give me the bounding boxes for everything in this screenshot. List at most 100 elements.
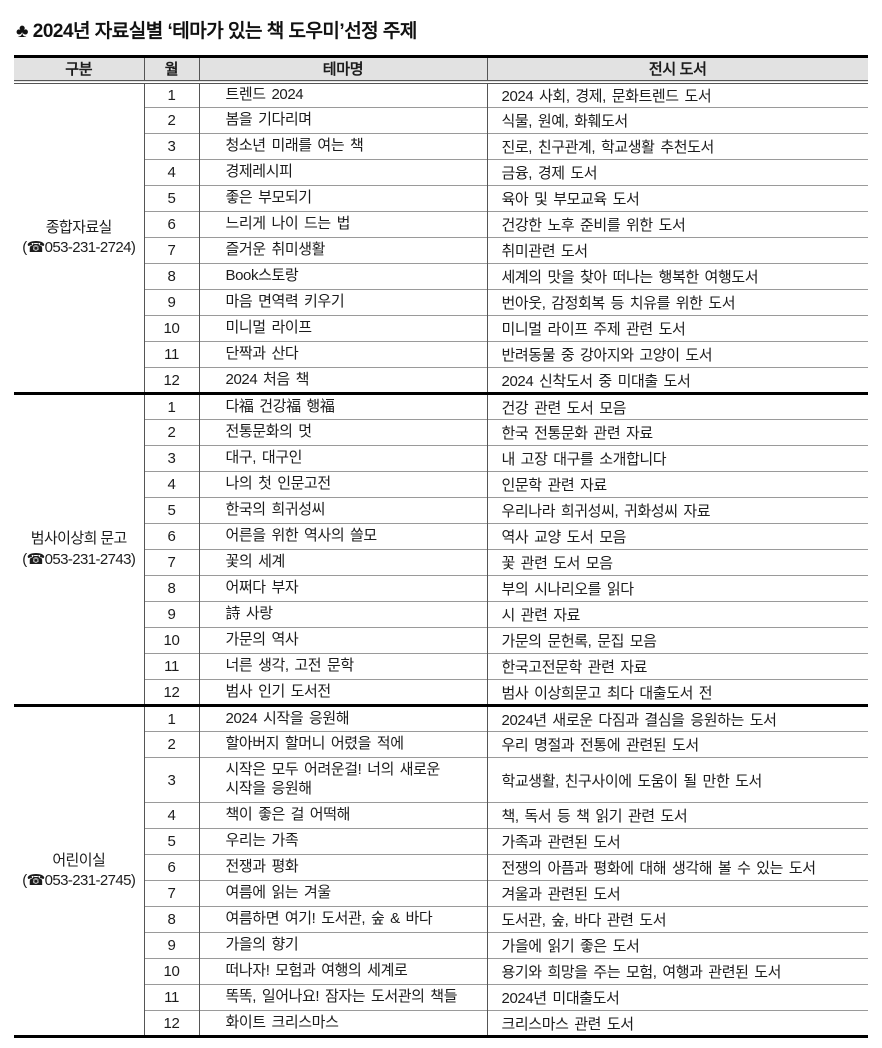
month-cell: 8 — [143, 575, 199, 602]
theme-cell: 트렌드 2024 — [198, 81, 487, 108]
books-cell: 학교생활, 친구사이에 도움이 될 만한 도서 — [486, 757, 868, 803]
theme-cell: 떠나자! 모험과 여행의 세계로 — [198, 958, 487, 985]
column-header-theme: 테마명 — [198, 56, 487, 84]
month-cell: 1 — [143, 392, 199, 420]
theme-cell: 나의 첫 인문고전 — [198, 471, 487, 498]
books-cell: 도서관, 숲, 바다 관련 도서 — [486, 906, 868, 933]
books-cell: 우리나라 희귀성씨, 귀화성씨 자료 — [486, 497, 868, 524]
month-cell: 1 — [143, 704, 199, 732]
table-row: 8 Book스토랑 세계의 맛을 찾아 떠나는 행복한 여행도서 — [14, 263, 868, 290]
table-row: 2 봄을 기다리며 식물, 원예, 화훼도서 — [14, 107, 868, 134]
theme-cell: 시작은 모두 어려운걸! 너의 새로운 시작을 응원해 — [198, 757, 487, 803]
table-row: 6 어른을 위한 역사의 쓸모 역사 교양 도서 모음 — [14, 523, 868, 550]
month-cell: 11 — [143, 653, 199, 680]
books-cell: 취미관련 도서 — [486, 237, 868, 264]
month-cell: 5 — [143, 828, 199, 855]
theme-cell: 너른 생각, 고전 문학 — [198, 653, 487, 680]
month-cell: 2 — [143, 419, 199, 446]
books-cell: 용기와 희망을 주는 모험, 여행과 관련된 도서 — [486, 958, 868, 985]
theme-cell: 詩 사랑 — [198, 601, 487, 628]
theme-cell: 2024 시작을 응원해 — [198, 704, 487, 732]
month-cell: 9 — [143, 601, 199, 628]
table-row: 12 범사 인기 도서전 범사 이상희문고 최다 대출도서 전 — [14, 679, 868, 706]
books-cell: 육아 및 부모교육 도서 — [486, 185, 868, 212]
room-phone: (☎053-231-2745) — [22, 872, 136, 889]
books-cell: 가문의 문헌록, 문집 모음 — [486, 627, 868, 654]
month-cell: 12 — [143, 679, 199, 706]
room-phone: (☎053-231-2724) — [22, 238, 136, 256]
month-cell: 3 — [143, 133, 199, 160]
books-cell: 진로, 친구관계, 학교생활 추천도서 — [486, 133, 868, 160]
books-cell: 가족과 관련된 도서 — [486, 828, 868, 855]
theme-cell: 책이 좋은 걸 어떡해 — [198, 802, 487, 829]
theme-cell: 여름에 읽는 겨울 — [198, 880, 487, 907]
theme-cell: 한국의 희귀성씨 — [198, 497, 487, 524]
month-cell: 2 — [143, 731, 199, 758]
books-cell: 금융, 경제 도서 — [486, 159, 868, 186]
theme-cell: 우리는 가족 — [198, 828, 487, 855]
room-cell: 어린이실 (☎053-231-2745) — [14, 704, 144, 1037]
month-cell: 10 — [143, 958, 199, 985]
theme-cell: 범사 인기 도서전 — [198, 679, 487, 706]
table-row: 6 전쟁과 평화 전쟁의 아픔과 평화에 대해 생각해 볼 수 있는 도서 — [14, 854, 868, 881]
table-row: 11 너른 생각, 고전 문학 한국고전문학 관련 자료 — [14, 653, 868, 680]
theme-cell: 할아버지 할머니 어렸을 적에 — [198, 731, 487, 758]
books-cell: 시 관련 자료 — [486, 601, 868, 628]
books-cell: 꽃 관련 도서 모음 — [486, 549, 868, 576]
theme-cell: 대구, 대구인 — [198, 445, 487, 472]
table-row: 11 똑똑, 일어나요! 잠자는 도서관의 책들 2024년 미대출도서 — [14, 984, 868, 1011]
theme-cell: 마음 면역력 키우기 — [198, 289, 487, 316]
theme-cell: Book스토랑 — [198, 263, 487, 290]
table-row: 11 단짝과 산다 반려동물 중 강아지와 고양이 도서 — [14, 341, 868, 368]
table-row: 4 경제레시피 금융, 경제 도서 — [14, 159, 868, 186]
month-cell: 4 — [143, 802, 199, 829]
table-row: 3 시작은 모두 어려운걸! 너의 새로운 시작을 응원해 학교생활, 친구사이에 … — [14, 757, 868, 803]
books-cell: 식물, 원예, 화훼도서 — [486, 107, 868, 134]
table-row: 어린이실 (☎053-231-2745) 1 2024 시작을 응원해 2024년 새로… — [14, 704, 868, 1037]
books-cell: 전쟁의 아픔과 평화에 대해 생각해 볼 수 있는 도서 — [486, 854, 868, 881]
month-cell: 8 — [143, 906, 199, 933]
table-row: 5 우리는 가족 가족과 관련된 도서 — [14, 828, 868, 855]
month-cell: 5 — [143, 185, 199, 212]
table-row: 4 책이 좋은 걸 어떡해 책, 독서 등 책 읽기 관련 도서 — [14, 802, 868, 829]
table-row: 8 여름하면 여기! 도서관, 숲 & 바다 도서관, 숲, 바다 관련 도서 — [14, 906, 868, 933]
month-cell: 9 — [143, 289, 199, 316]
books-cell: 역사 교양 도서 모음 — [486, 523, 868, 550]
table-row: 4 나의 첫 인문고전 인문학 관련 자료 — [14, 471, 868, 498]
column-header-books: 전시 도서 — [486, 56, 868, 84]
books-cell: 책, 독서 등 책 읽기 관련 도서 — [486, 802, 868, 829]
books-cell: 겨울과 관련된 도서 — [486, 880, 868, 907]
theme-cell: 단짝과 산다 — [198, 341, 487, 368]
table-row: 7 꽃의 세계 꽃 관련 도서 모음 — [14, 549, 868, 576]
month-cell: 6 — [143, 854, 199, 881]
table-row: 5 좋은 부모되기 육아 및 부모교육 도서 — [14, 185, 868, 212]
month-cell: 4 — [143, 159, 199, 186]
month-cell: 2 — [143, 107, 199, 134]
theme-cell: 여름하면 여기! 도서관, 숲 & 바다 — [198, 906, 487, 933]
books-cell: 2024년 미대출도서 — [486, 984, 868, 1011]
theme-cell: 봄을 기다리며 — [198, 107, 487, 134]
theme-cell: 똑똑, 일어나요! 잠자는 도서관의 책들 — [198, 984, 487, 1011]
books-cell: 2024년 새로운 다짐과 결심을 응원하는 도서 — [486, 704, 868, 732]
month-cell: 11 — [143, 984, 199, 1011]
room-name: 종합자료실 — [45, 218, 113, 236]
books-cell: 우리 명절과 전통에 관련된 도서 — [486, 731, 868, 758]
theme-selection-table: 구분 월 테마명 전시 도서 종합자료실 (☎053-231-2724) 1 트렌드 … — [14, 55, 868, 1038]
month-cell: 7 — [143, 549, 199, 576]
page-title: ♣ 2024년 자료실별 ‘테마가 있는 책 도우미’선정 주제 — [16, 21, 417, 42]
theme-cell: 좋은 부모되기 — [198, 185, 487, 212]
month-cell: 11 — [143, 341, 199, 368]
month-cell: 4 — [143, 471, 199, 498]
table-row: 9 가을의 향기 가을에 읽기 좋은 도서 — [14, 932, 868, 959]
theme-cell: 다福 건강福 행福 — [198, 392, 487, 420]
books-cell: 미니멀 라이프 주제 관련 도서 — [486, 315, 868, 342]
month-cell: 3 — [143, 445, 199, 472]
table-header: 구분 월 테마명 전시 도서 — [14, 56, 868, 84]
month-cell: 5 — [143, 497, 199, 524]
books-cell: 건강 관련 도서 모음 — [486, 392, 868, 420]
table-row: 7 즐거운 취미생활 취미관련 도서 — [14, 237, 868, 264]
month-cell: 8 — [143, 263, 199, 290]
books-cell: 건강한 노후 준비를 위한 도서 — [486, 211, 868, 238]
books-cell: 한국고전문학 관련 자료 — [486, 653, 868, 680]
theme-cell: 어른을 위한 역사의 쓸모 — [198, 523, 487, 550]
